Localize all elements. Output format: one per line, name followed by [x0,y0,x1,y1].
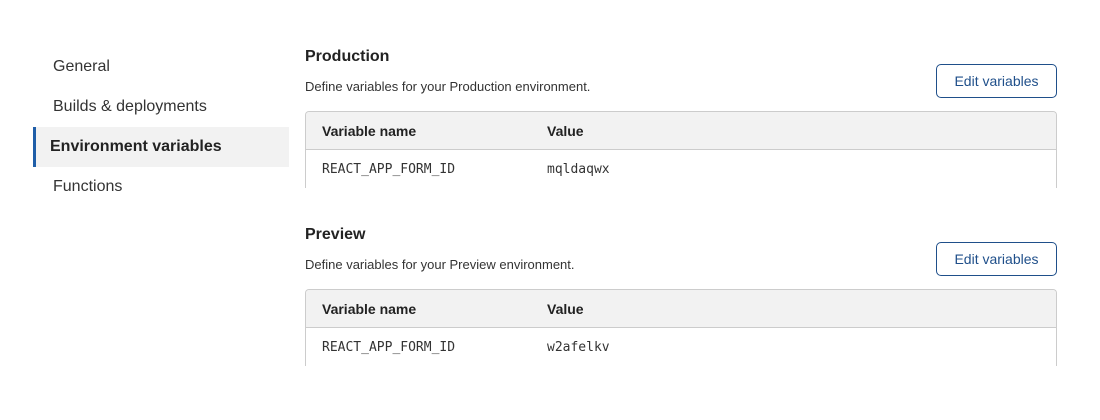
variable-value: mqldaqwx [547,161,610,177]
variable-value: w2afelkv [547,339,610,355]
column-header-name: Variable name [322,122,417,139]
variable-name: REACT_APP_FORM_ID [322,339,456,355]
sidebar-item-environment-variables[interactable]: Environment variables [33,127,289,167]
edit-production-variables-button[interactable]: Edit variables [936,64,1057,98]
column-header-value: Value [547,122,584,139]
preview-section: Preview Define variables for your Previe… [305,226,1057,366]
section-title: Production [305,48,390,65]
production-section: Production Define variables for your Pro… [305,48,1057,188]
table-header: Variable name Value [306,112,1056,150]
table-row: REACT_APP_FORM_ID w2afelkv [306,328,1056,366]
section-description: Define variables for your Preview enviro… [305,257,575,272]
variables-table: Variable name Value REACT_APP_FORM_ID mq… [305,111,1057,188]
sidebar-item-builds-deployments[interactable]: Builds & deployments [53,98,207,115]
section-description: Define variables for your Production env… [305,79,591,94]
sidebar-item-functions[interactable]: Functions [53,178,123,195]
sidebar-item-general[interactable]: General [53,58,110,75]
section-title: Preview [305,226,366,243]
variable-name: REACT_APP_FORM_ID [322,161,456,177]
edit-preview-variables-button[interactable]: Edit variables [936,242,1057,276]
column-header-value: Value [547,300,584,317]
column-header-name: Variable name [322,300,417,317]
table-row: REACT_APP_FORM_ID mqldaqwx [306,150,1056,188]
table-header: Variable name Value [306,290,1056,328]
variables-table: Variable name Value REACT_APP_FORM_ID w2… [305,289,1057,366]
settings-sidebar: General Builds & deployments Environment… [33,47,289,207]
